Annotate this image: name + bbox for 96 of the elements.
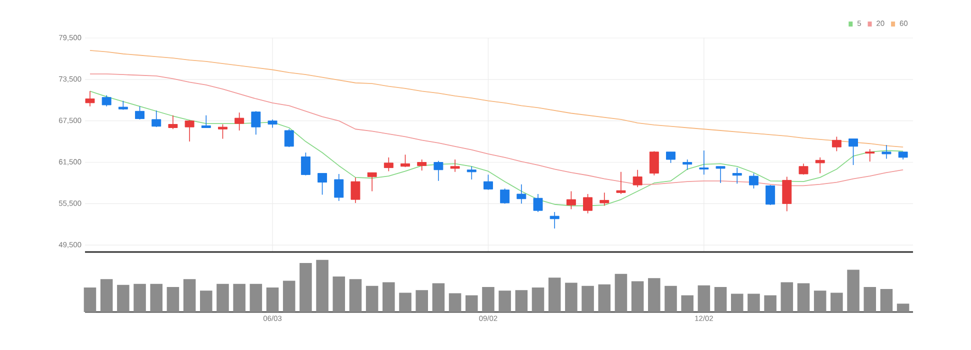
- bar: [349, 279, 362, 312]
- candlestick: [865, 148, 875, 162]
- bar: [648, 278, 660, 312]
- candlestick: [367, 172, 377, 192]
- candlestick: [500, 188, 510, 204]
- candlestick: [550, 212, 560, 229]
- candlestick: [583, 194, 593, 214]
- candlestick: [334, 174, 344, 202]
- bar: [896, 304, 910, 312]
- bar: [200, 290, 212, 312]
- candlestick: [450, 159, 460, 172]
- candlestick: [815, 157, 825, 174]
- bar: [166, 286, 180, 312]
- candlestick: [102, 94, 112, 107]
- candlestick: [234, 112, 244, 131]
- candlestick: [649, 150, 659, 176]
- candlestick: [882, 144, 892, 160]
- bar: [134, 284, 146, 312]
- candlestick: [135, 106, 144, 120]
- bar: [416, 290, 428, 312]
- bar: [432, 283, 445, 312]
- candlestick: [533, 194, 543, 212]
- candlestick: [699, 150, 709, 176]
- candlestick: [318, 172, 328, 196]
- candlestick: [848, 138, 858, 166]
- bar: [382, 282, 395, 312]
- candlestick: [201, 114, 211, 128]
- candlestick: [483, 174, 493, 190]
- bar: [482, 286, 494, 312]
- bar: [266, 287, 279, 312]
- candlestick: [284, 128, 294, 148]
- candlestick: [666, 152, 676, 164]
- bar: [698, 285, 710, 312]
- bar: [282, 280, 296, 312]
- bar: [465, 295, 478, 312]
- candlestick: [400, 154, 410, 168]
- candlestick: [748, 172, 758, 189]
- candlestick: [632, 169, 642, 188]
- bar: [515, 290, 528, 312]
- candlestick: [184, 120, 194, 142]
- bar: [84, 287, 96, 312]
- candlestick: [782, 176, 792, 212]
- bar: [565, 282, 578, 312]
- bar: [830, 292, 843, 312]
- bar: [183, 279, 196, 312]
- bar: [714, 286, 727, 312]
- bar: [316, 260, 328, 312]
- bar: [880, 289, 893, 312]
- bar: [150, 284, 162, 312]
- candlestick: [566, 190, 576, 210]
- candlestick: [384, 157, 394, 172]
- candlestick: [300, 152, 310, 176]
- bar: [814, 290, 826, 312]
- bar: [847, 270, 860, 312]
- candlestick: [616, 172, 626, 194]
- candlestick: [218, 124, 228, 140]
- candlestick: [766, 184, 776, 206]
- candlestick: [466, 166, 476, 180]
- bar: [233, 284, 246, 312]
- bar: [764, 295, 776, 312]
- bar: [250, 284, 262, 312]
- bar: [582, 286, 594, 312]
- candlestick: [251, 110, 261, 136]
- bar: [332, 276, 346, 312]
- bar: [681, 295, 694, 312]
- candlestick: [85, 90, 95, 107]
- bar: [598, 284, 611, 312]
- bar: [614, 274, 628, 312]
- bar: [780, 282, 794, 312]
- candlestick: [516, 184, 526, 204]
- bar: [864, 286, 876, 312]
- bar: [730, 294, 744, 312]
- bar: [448, 293, 462, 312]
- bar: [399, 292, 412, 312]
- candlestick: [434, 160, 444, 182]
- bar: [300, 262, 312, 312]
- bar: [117, 284, 130, 312]
- candlestick: [600, 192, 610, 206]
- bar: [100, 279, 113, 312]
- candlestick: [732, 167, 742, 184]
- bar: [797, 283, 810, 312]
- candlestick: [417, 159, 427, 171]
- bar: [631, 281, 644, 312]
- candlestick: [832, 136, 842, 152]
- bar: [532, 287, 544, 312]
- bar: [748, 294, 760, 312]
- candlestick: [152, 110, 162, 128]
- candlestick: [168, 114, 178, 130]
- bar: [548, 278, 561, 312]
- candlestick: [350, 177, 360, 204]
- bar: [216, 284, 229, 312]
- bar: [366, 286, 378, 312]
- bar: [664, 286, 677, 312]
- candlestick: [682, 159, 692, 170]
- candlestick: [716, 166, 726, 184]
- bar: [498, 290, 511, 312]
